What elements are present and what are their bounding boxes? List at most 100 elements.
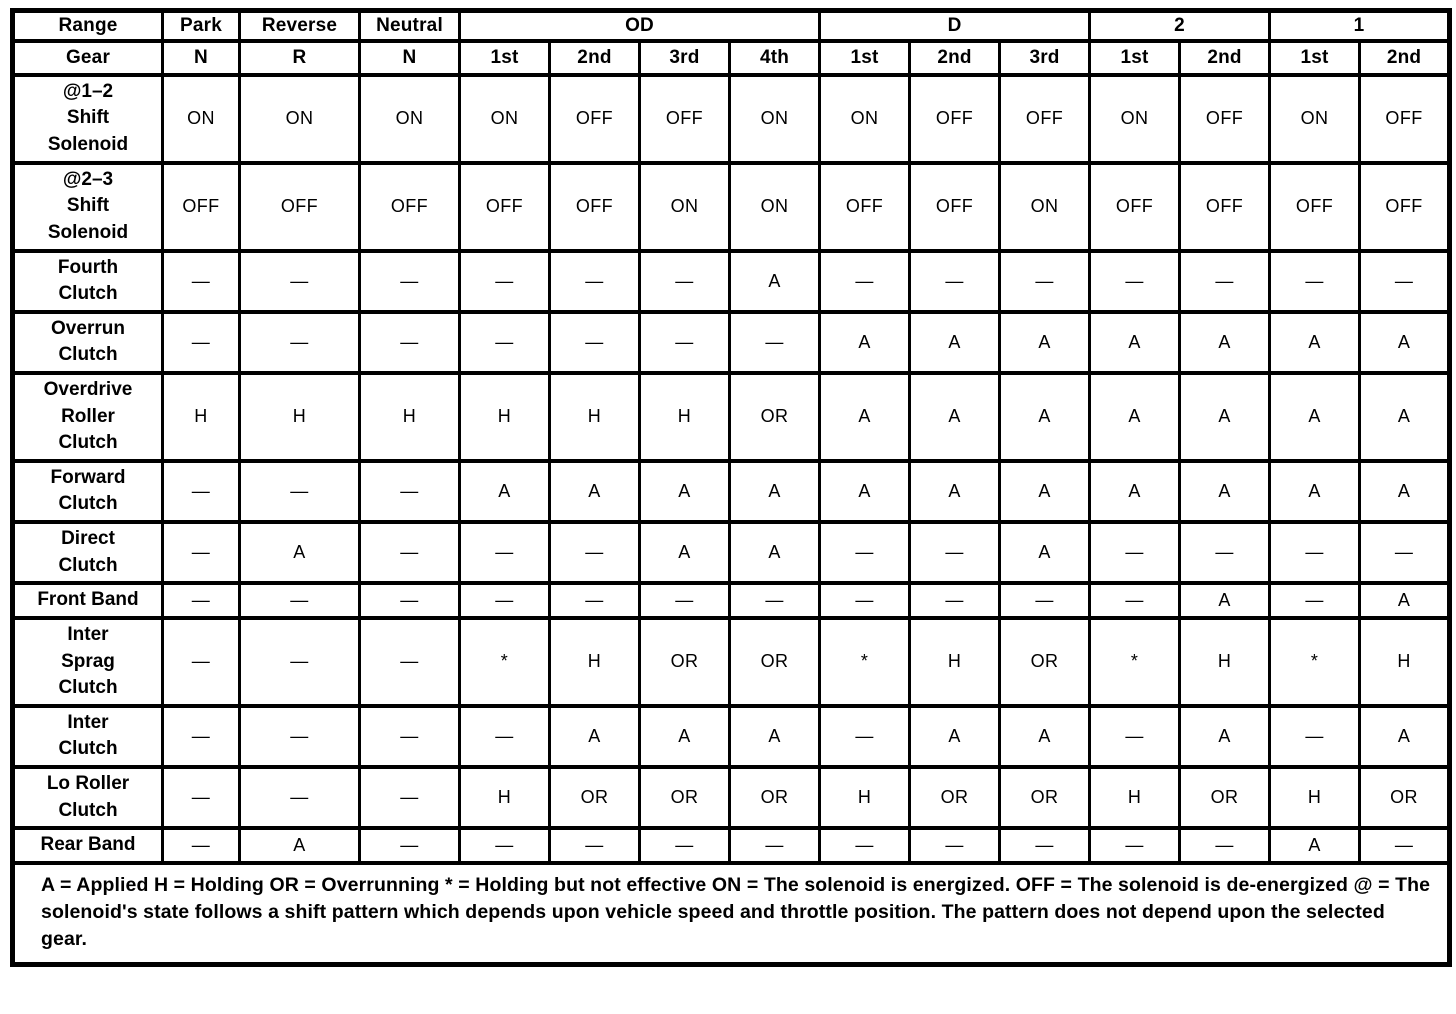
value-cell: A [908,458,1002,525]
gear-header: 1st [818,38,912,77]
value-cell: — [638,309,731,375]
value-cell: — [1088,826,1182,865]
legend-row: A = Applied H = Holding OR = Overrunning… [10,860,1452,967]
value-cell: A [1178,370,1272,463]
value-cell: A [1268,370,1362,463]
value-cell: — [238,615,361,708]
value-cell: OFF [238,160,361,253]
range-group-od: OD [457,8,822,43]
gear-header: 1st [1268,38,1362,77]
range-header: Range [11,8,164,43]
value-cell: * [1088,615,1182,708]
value-cell: A [1268,458,1362,525]
value-cell: OR [727,370,822,463]
value-cell: OR [548,765,641,831]
range-group-neutral: Neutral [358,8,461,43]
value-cell: — [1088,581,1182,620]
value-cell: — [358,581,461,620]
value-cell: — [358,703,461,770]
value-cell: — [1088,248,1182,314]
value-cell: — [818,520,912,586]
value-cell: H [458,370,551,463]
table-row: Direct Clutch — A — — — A A — — A — — — — [11,520,1452,586]
value-cell: — [548,581,641,620]
value-cell: H [1178,615,1272,708]
table-row: Inter Clutch — — — — A A A — A A — A — A [11,703,1452,770]
value-cell: — [161,703,241,770]
value-cell: — [358,615,461,708]
table-row: Overdrive Roller Clutch H H H H H H OR A A A A A A A [11,370,1452,463]
table-row: @2–3 Shift Solenoid OFF OFF OFF OFF OFF ON ON OF… [11,160,1452,253]
gear-header: N [161,38,241,77]
value-cell: — [358,309,461,375]
value-cell: H [818,765,912,831]
value-cell: — [727,309,822,375]
value-cell: — [161,520,241,586]
value-cell: OR [1358,765,1452,831]
value-cell: — [1268,248,1362,314]
value-cell: OFF [458,160,551,253]
value-cell: ON [638,160,731,253]
value-cell: — [161,458,241,525]
value-cell: — [161,309,241,375]
value-cell: A [1178,703,1272,770]
value-cell: A [638,520,731,586]
value-cell: ON [161,72,241,165]
value-cell: OFF [161,160,241,253]
value-cell: OR [638,765,731,831]
value-cell: A [818,309,912,375]
value-cell: OFF [548,160,641,253]
legend-note: A = Applied H = Holding OR = Overrunning… [10,860,1452,967]
value-cell: A [1088,458,1182,525]
table-row: @1–2 Shift Solenoid ON ON ON ON OFF OFF ON ON OFF… [11,72,1452,165]
value-cell: — [1358,248,1452,314]
value-cell: — [1088,703,1182,770]
row-label: Direct Clutch [11,520,164,586]
table-row: Rear Band — A — — — — — — — — — — A — [11,826,1452,865]
value-cell: H [1088,765,1182,831]
value-cell: A [1358,309,1452,375]
value-cell: — [161,615,241,708]
value-cell: — [458,703,551,770]
value-cell: — [1178,520,1272,586]
range-group-park: Park [161,8,241,43]
value-cell: H [548,370,641,463]
value-cell: OR [998,615,1092,708]
value-cell: A [1358,703,1452,770]
row-label: Rear Band [11,826,164,865]
value-cell: H [238,370,361,463]
value-cell: H [1358,615,1452,708]
value-cell: A [1088,370,1182,463]
value-cell: A [908,309,1002,375]
value-cell: — [161,248,241,314]
value-cell: OFF [908,160,1002,253]
value-cell: OFF [638,72,731,165]
value-cell: A [638,703,731,770]
value-cell: OFF [1358,160,1452,253]
value-cell: H [161,370,241,463]
row-label: Fourth Clutch [11,248,164,314]
value-cell: A [998,458,1092,525]
value-cell: A [458,458,551,525]
gear-header: 2nd [1358,38,1452,77]
value-cell: H [1268,765,1362,831]
row-label: Front Band [11,581,164,620]
value-cell: OR [908,765,1002,831]
value-cell: — [818,826,912,865]
value-cell: — [1358,520,1452,586]
value-cell: — [908,520,1002,586]
value-cell: OFF [818,160,912,253]
value-cell: OFF [358,160,461,253]
scanned-manual-page: Range Park Reverse Neutral OD D 2 1 Gear N R N 1s… [10,8,1453,967]
gear-header-row: Gear N R N 1st 2nd 3rd 4th 1st 2nd 3rd 1st 2nd 1st 2n… [11,38,1452,77]
value-cell: A [1358,581,1452,620]
value-cell: A [727,458,822,525]
row-label: @2–3 Shift Solenoid [11,160,164,253]
gear-header: 3rd [638,38,731,77]
row-label: Forward Clutch [11,458,164,525]
gear-header: 3rd [998,38,1092,77]
value-cell: — [458,826,551,865]
value-cell: — [638,826,731,865]
row-label: Overdrive Roller Clutch [11,370,164,463]
value-cell: OR [727,765,822,831]
